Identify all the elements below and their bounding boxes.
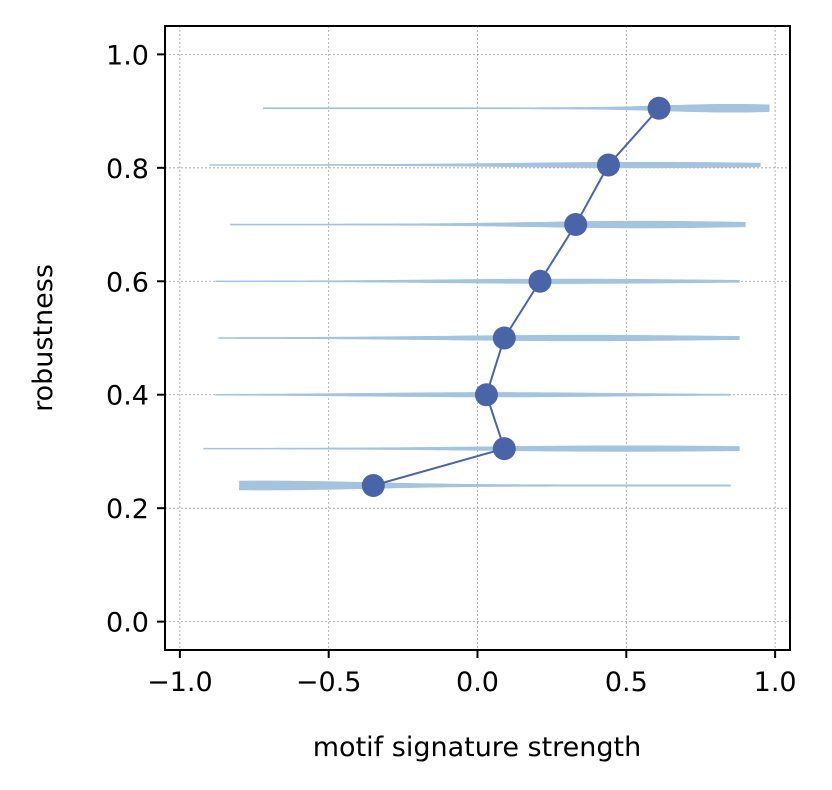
- violin-0: [239, 480, 731, 491]
- violin-7: [262, 103, 770, 113]
- y-tick-label: 1.0: [106, 40, 149, 71]
- violin-layer: [203, 103, 770, 491]
- y-tick-label: 0.2: [106, 494, 149, 525]
- y-tick-label: 0.4: [106, 381, 149, 412]
- x-tick-label: 1.0: [754, 667, 797, 698]
- y-ticks: 0.0 0.2 0.4 0.6 0.8 1.0: [106, 40, 165, 639]
- data-point-1: [492, 437, 516, 461]
- x-tick-label: −1.0: [147, 667, 213, 698]
- data-point-4: [528, 269, 552, 293]
- data-point-0: [361, 473, 385, 497]
- violin-3: [218, 334, 740, 342]
- x-axis-label: motif signature strength: [313, 732, 641, 763]
- data-point-3: [492, 326, 516, 350]
- x-ticks: −1.0 −0.5 0.0 0.5 1.0: [147, 650, 797, 698]
- y-axis-label: robustness: [28, 264, 59, 412]
- violin-5: [230, 220, 746, 229]
- y-tick-label: 0.6: [106, 267, 149, 298]
- y-tick-label: 0.8: [106, 154, 149, 185]
- x-tick-label: −0.5: [296, 667, 362, 698]
- marker-layer: [361, 96, 671, 497]
- x-tick-label: 0.0: [456, 667, 499, 698]
- violin-6: [209, 161, 761, 169]
- data-point-2: [474, 383, 498, 407]
- data-point-6: [596, 153, 620, 177]
- data-point-5: [564, 213, 588, 237]
- data-point-7: [647, 96, 671, 120]
- x-tick-label: 0.5: [605, 667, 648, 698]
- y-tick-label: 0.0: [106, 608, 149, 639]
- violin-4: [215, 278, 740, 284]
- violin-1: [203, 445, 740, 452]
- violin-2: [215, 392, 731, 398]
